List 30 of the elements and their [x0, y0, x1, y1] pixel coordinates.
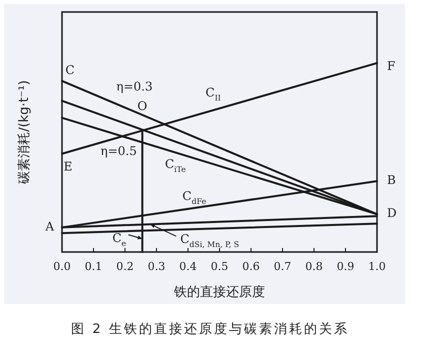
y-axis-title: 碳素消耗/(kg·t⁻¹) [17, 80, 32, 185]
annotation: η=0.5 [100, 144, 137, 158]
annotation: A [45, 220, 54, 234]
annotation: C$_{dSi, Mn, P, S}$ [180, 232, 240, 249]
x-tick-label: 0.7 [274, 260, 292, 273]
annotation: η=0.3 [116, 80, 153, 94]
x-tick-label: 0.8 [305, 260, 323, 273]
x-tick-label: 0.9 [336, 260, 354, 273]
annotation: C$_{dFe}$ [182, 189, 206, 206]
annotation: C$_{dSi, Mn, P, S}$ [150, 224, 240, 249]
annotation: E [64, 160, 72, 174]
x-tick-label: 0.3 [148, 260, 166, 273]
annotation: C$_{e}$ [112, 230, 127, 248]
annotation: F [387, 59, 396, 74]
annotation: O [137, 99, 148, 114]
annotation: C$_{iTe}$ [164, 157, 186, 174]
annotation: D [387, 206, 397, 220]
x-tick-label: 0.2 [116, 260, 134, 273]
text: 图 2 生铁的直接还原度与碳素消耗的关系 [71, 321, 349, 337]
x-tick-label: 0.0 [53, 260, 71, 273]
annotation: B [387, 173, 396, 188]
x-tick-label: 1.0 [368, 260, 386, 273]
x-tick-label: 0.1 [84, 260, 102, 273]
annotation: C [65, 63, 75, 78]
x-tick-label: 0.5 [210, 260, 228, 273]
annotation: C$_{e}$ [112, 230, 143, 248]
x-tick-label: 0.4 [179, 260, 197, 273]
x-tick-label: 0.6 [242, 260, 260, 273]
x-axis-title: 铁的直接还原度 [173, 284, 265, 300]
annotation: C$_{II}$ [206, 85, 221, 102]
